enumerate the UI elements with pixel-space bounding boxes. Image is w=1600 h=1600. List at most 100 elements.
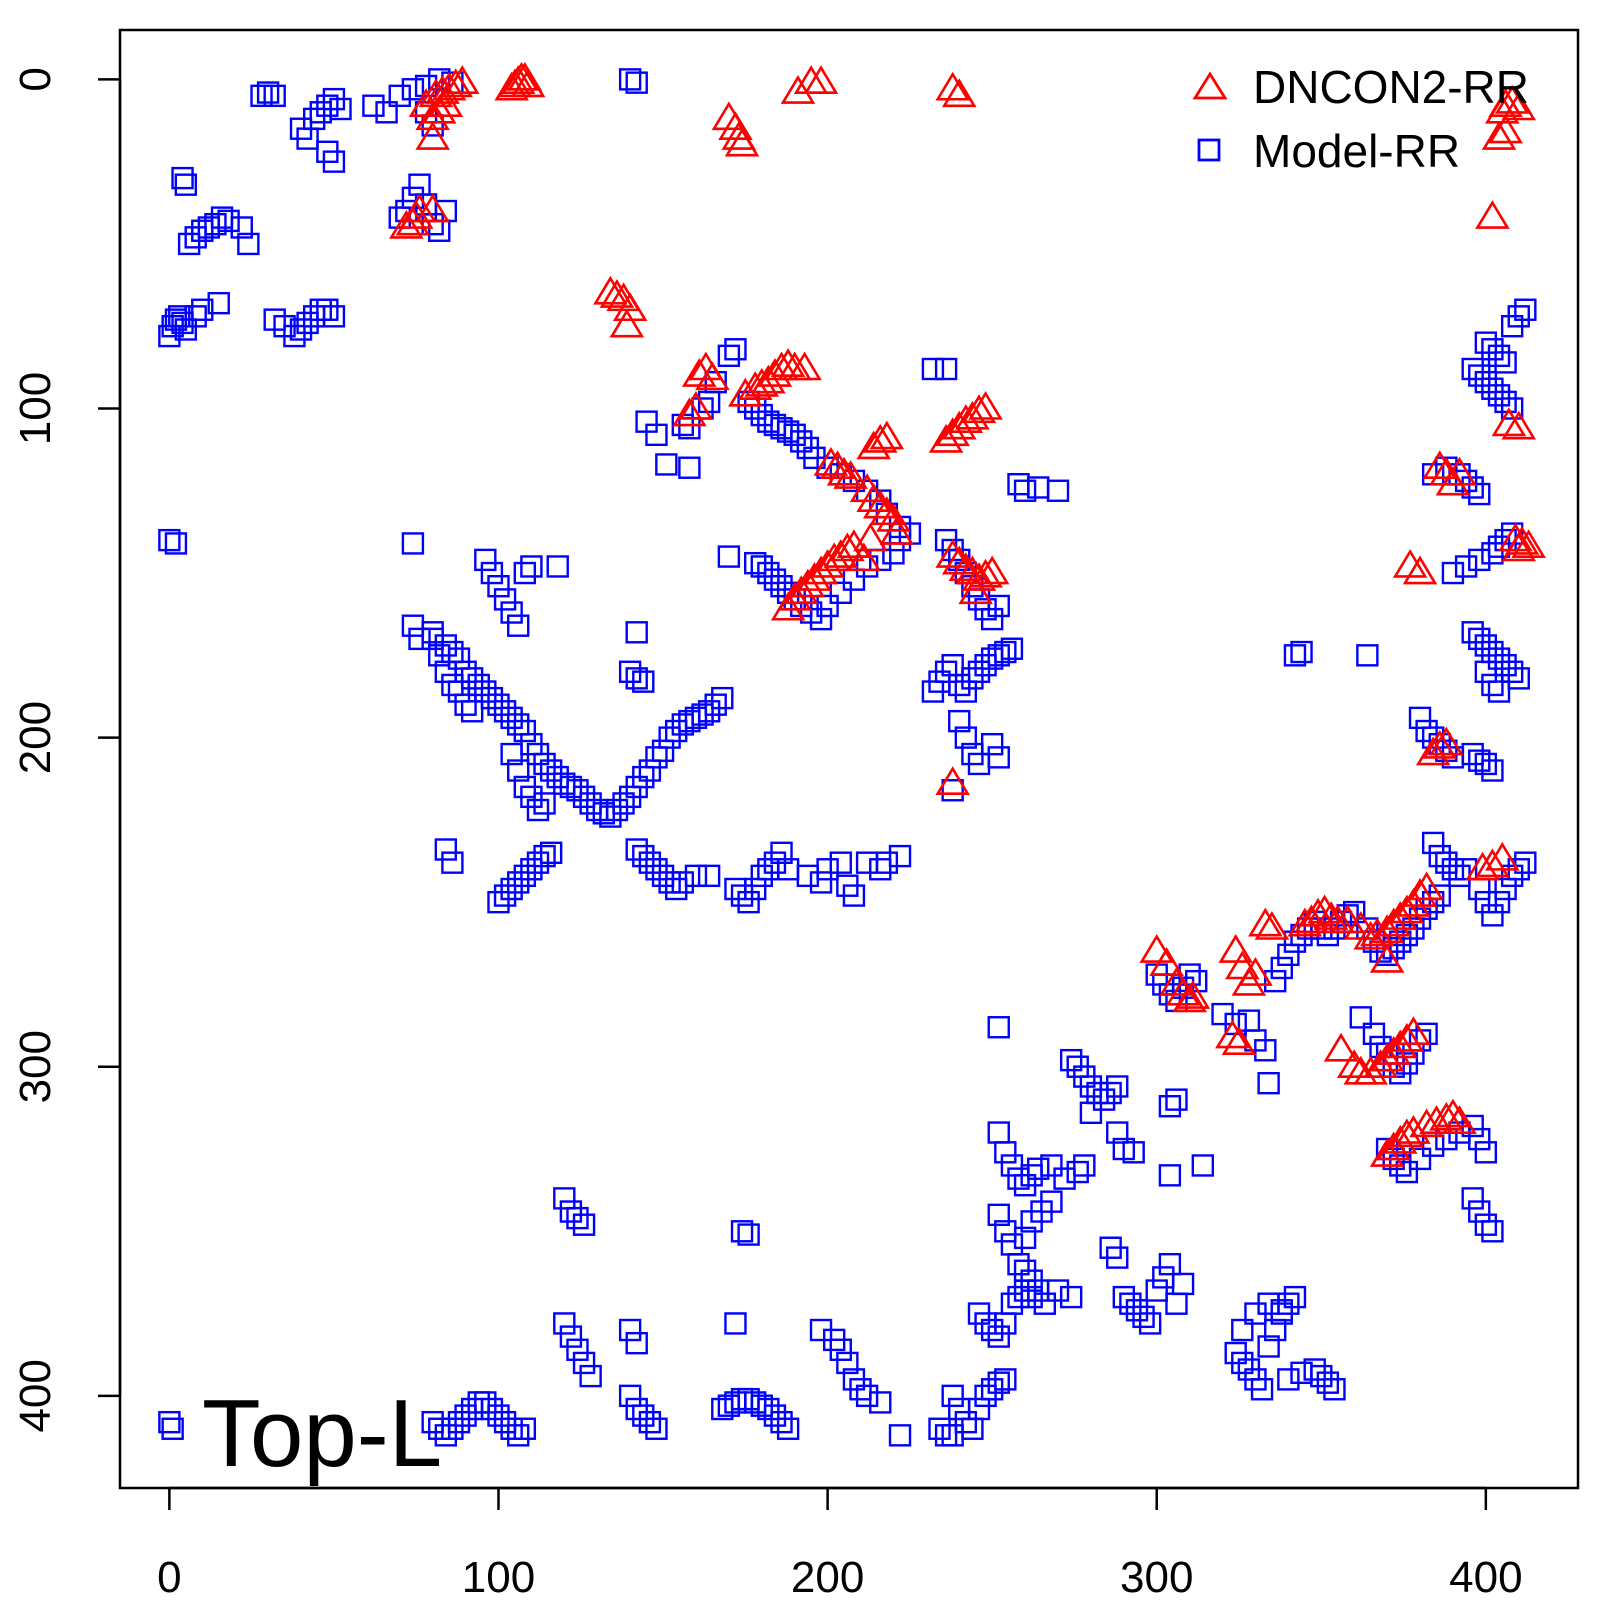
model-rr-point	[507, 614, 530, 637]
model-rr-point	[987, 1016, 1010, 1039]
dncon2-rr-point	[444, 65, 480, 94]
model-rr-point	[1152, 1266, 1175, 1289]
dncon2-rr-point	[846, 542, 882, 572]
model-rr-point	[1138, 1312, 1162, 1335]
model-rr-point	[618, 68, 642, 91]
model-rr-point	[1165, 1292, 1188, 1315]
model-rr-point	[1500, 397, 1524, 420]
dncon2-rr-point	[935, 71, 970, 101]
model-rr-point	[474, 1391, 497, 1414]
dncon2-rr-point	[695, 361, 730, 391]
dncon2-rr-point	[1419, 1105, 1454, 1134]
dncon2-rr-point	[428, 88, 464, 117]
dncon2-rr-point	[1475, 848, 1510, 878]
model-rr-point	[1461, 1187, 1484, 1210]
dncon2-rr-point	[1511, 529, 1546, 559]
y-tick-label: 0	[11, 67, 60, 91]
model-rr-point	[559, 1325, 583, 1348]
model-rr-point	[599, 805, 622, 828]
model-rr-point	[401, 614, 425, 637]
model-rr-point	[842, 568, 866, 591]
model-rr-point	[362, 94, 385, 117]
model-rr-point	[1277, 1368, 1300, 1391]
model-rr-point	[1316, 1371, 1340, 1394]
model-rr-point	[730, 1220, 754, 1243]
y-tick-label: 200	[11, 701, 60, 774]
dncon2-rr-point	[1422, 450, 1458, 480]
dncon2-rr-point	[1336, 1049, 1372, 1079]
model-rr-point	[447, 647, 471, 670]
model-rr-point	[256, 81, 280, 104]
model-rr-point	[948, 709, 971, 733]
model-rr-point	[763, 568, 787, 591]
model-rr-point	[467, 1391, 490, 1414]
model-rr-point	[566, 1206, 589, 1230]
dncon2-rr-point	[935, 539, 970, 568]
model-rr-point	[994, 1141, 1017, 1164]
model-rr-point	[994, 1368, 1017, 1391]
model-rr-point	[671, 871, 694, 894]
model-rr-point	[454, 660, 477, 683]
model-rr-point	[1191, 1154, 1215, 1177]
model-rr-point	[750, 555, 773, 578]
model-rr-point	[684, 864, 708, 888]
model-rr-point	[974, 1384, 997, 1408]
model-rr-point	[1257, 1292, 1280, 1315]
model-rr-point	[618, 1318, 642, 1342]
model-rr-point	[1158, 1095, 1182, 1118]
model-rr-point	[1421, 890, 1445, 914]
model-rr-point	[1494, 390, 1517, 414]
y-axis: 0 100 200 300 400	[11, 67, 122, 1433]
model-rr-point	[441, 673, 464, 697]
model-rr-point	[1323, 1378, 1346, 1401]
model-rr-point	[500, 601, 523, 624]
dncon2-rr-point	[1323, 1032, 1359, 1062]
model-rr-point	[987, 644, 1010, 667]
model-rr-point	[454, 693, 477, 716]
model-rr-point	[809, 607, 833, 631]
dncon2-rr-point	[1481, 121, 1517, 150]
model-rr-point	[579, 1364, 602, 1388]
model-rr-point	[1468, 482, 1491, 506]
model-rr-point	[230, 216, 253, 239]
model-rr-point	[174, 173, 198, 196]
model-rr-point	[1474, 370, 1498, 394]
model-rr-point	[961, 667, 984, 690]
model-rr-point	[665, 877, 688, 901]
model-rr-point	[507, 1424, 530, 1447]
model-rr-point	[655, 453, 678, 476]
dncon2-rr-point	[1359, 917, 1395, 947]
model-rr-point	[816, 858, 839, 881]
model-rr-point	[1013, 1226, 1037, 1250]
model-rr-point	[1257, 1335, 1280, 1358]
y-tick-label: 400	[11, 1359, 60, 1432]
model-rr-point	[987, 1325, 1010, 1348]
dncon2-rr-point	[1491, 407, 1527, 437]
model-rr-point	[553, 772, 576, 795]
model-rr-point	[638, 1410, 662, 1434]
model-rr-point	[1000, 637, 1024, 660]
model-rr-point	[625, 1331, 648, 1355]
x-axis: 0 100 200 300 400	[157, 1486, 1523, 1600]
model-rr-point	[1165, 1088, 1188, 1111]
dncon2-rr-point	[1442, 1105, 1477, 1134]
model-rr-point	[1474, 1141, 1498, 1164]
dncon2-rr-point	[744, 367, 780, 397]
model-rr-point	[618, 1384, 642, 1408]
model-rr-point	[533, 792, 556, 815]
model-rr-point	[763, 1404, 787, 1427]
dncon2-rr-point	[770, 348, 806, 378]
model-rr-point	[1000, 1233, 1024, 1256]
model-rr-point	[507, 713, 530, 736]
model-rr-point	[1448, 864, 1471, 888]
model-rr-point	[158, 1410, 181, 1434]
model-rr-point	[441, 1417, 464, 1440]
model-rr-point	[954, 680, 978, 703]
model-rr-point	[1290, 640, 1313, 664]
dncon2-rr-point	[836, 529, 872, 559]
model-rr-point	[1481, 673, 1504, 697]
dncon2-rr-point	[1254, 910, 1290, 940]
model-rr-point	[757, 561, 780, 585]
model-rr-point	[1395, 1160, 1419, 1184]
dncon2-rr-point	[1501, 91, 1537, 121]
